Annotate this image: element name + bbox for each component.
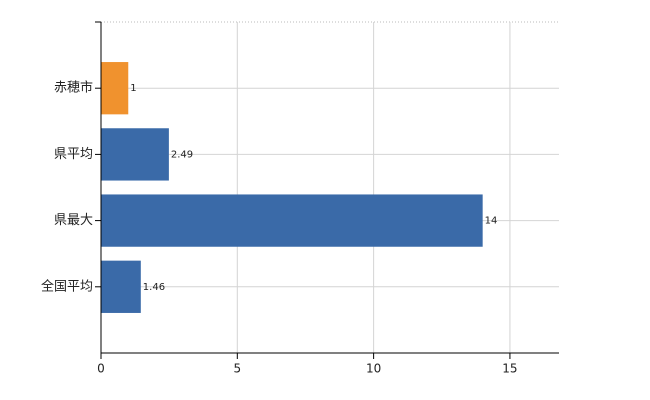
bar — [101, 260, 141, 313]
y-tick-label: 赤穂市 — [54, 80, 93, 96]
value-label: 1 — [130, 83, 136, 94]
y-tick-label: 県平均 — [54, 147, 93, 162]
x-tick-label: 0 — [97, 362, 105, 376]
x-tick-label: 5 — [233, 362, 241, 376]
bar — [101, 128, 169, 181]
y-tick-label: 県最大 — [54, 213, 93, 228]
value-label: 14 — [485, 216, 498, 227]
value-label: 1.46 — [143, 282, 165, 293]
x-tick-label: 10 — [366, 362, 381, 376]
y-tick-label: 全国平均 — [41, 278, 93, 294]
x-tick-label: 15 — [502, 362, 517, 376]
value-label: 2.49 — [171, 149, 193, 160]
bar — [101, 62, 129, 115]
bar — [101, 194, 483, 247]
